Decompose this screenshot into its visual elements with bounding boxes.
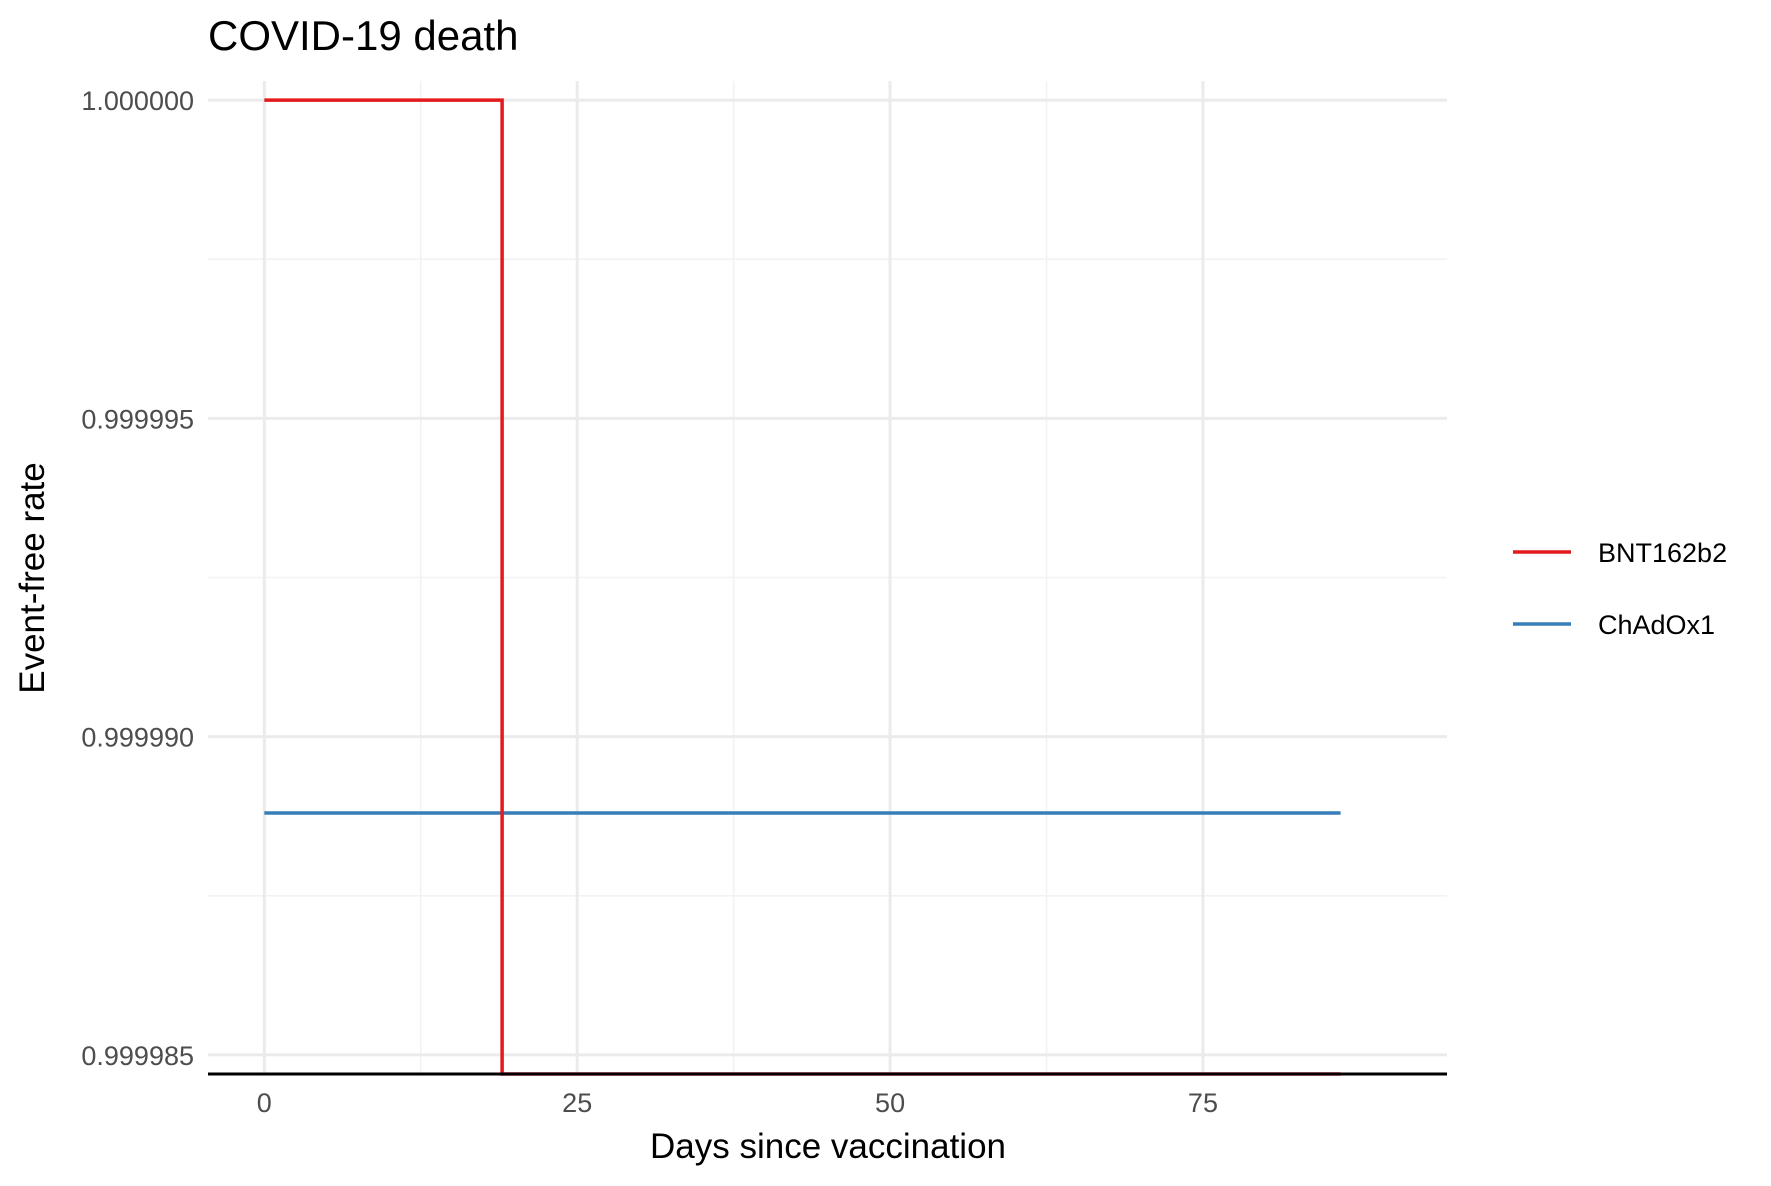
x-tick-label: 50 <box>875 1088 905 1118</box>
x-tick-label: 25 <box>562 1088 592 1118</box>
y-tick-labels: 0.999985 0.999990 0.999995 1.000000 <box>81 86 194 1071</box>
grid-layer <box>208 81 1447 1074</box>
legend-item-bnt162b2: BNT162b2 <box>1513 538 1727 568</box>
legend-label: BNT162b2 <box>1598 538 1727 568</box>
y-tick-label: 1.000000 <box>81 86 194 116</box>
series-line-bnt162b2 <box>264 98 1341 1076</box>
legend-item-chadox1: ChAdOx1 <box>1513 610 1715 640</box>
x-tick-labels: 0 25 50 75 <box>257 1088 1218 1118</box>
x-tick-label: 0 <box>257 1088 272 1118</box>
legend: BNT162b2 ChAdOx1 <box>1513 538 1727 640</box>
series-layer <box>264 98 1341 1076</box>
y-tick-label: 0.999990 <box>81 723 194 753</box>
x-axis-title: Days since vaccination <box>650 1127 1006 1166</box>
y-tick-label: 0.999995 <box>81 404 194 434</box>
y-tick-label: 0.999985 <box>81 1041 194 1071</box>
y-axis-title: Event-free rate <box>13 462 52 694</box>
x-tick-label: 75 <box>1188 1088 1218 1118</box>
legend-label: ChAdOx1 <box>1598 610 1715 640</box>
chart-title: COVID-19 death <box>208 12 519 59</box>
